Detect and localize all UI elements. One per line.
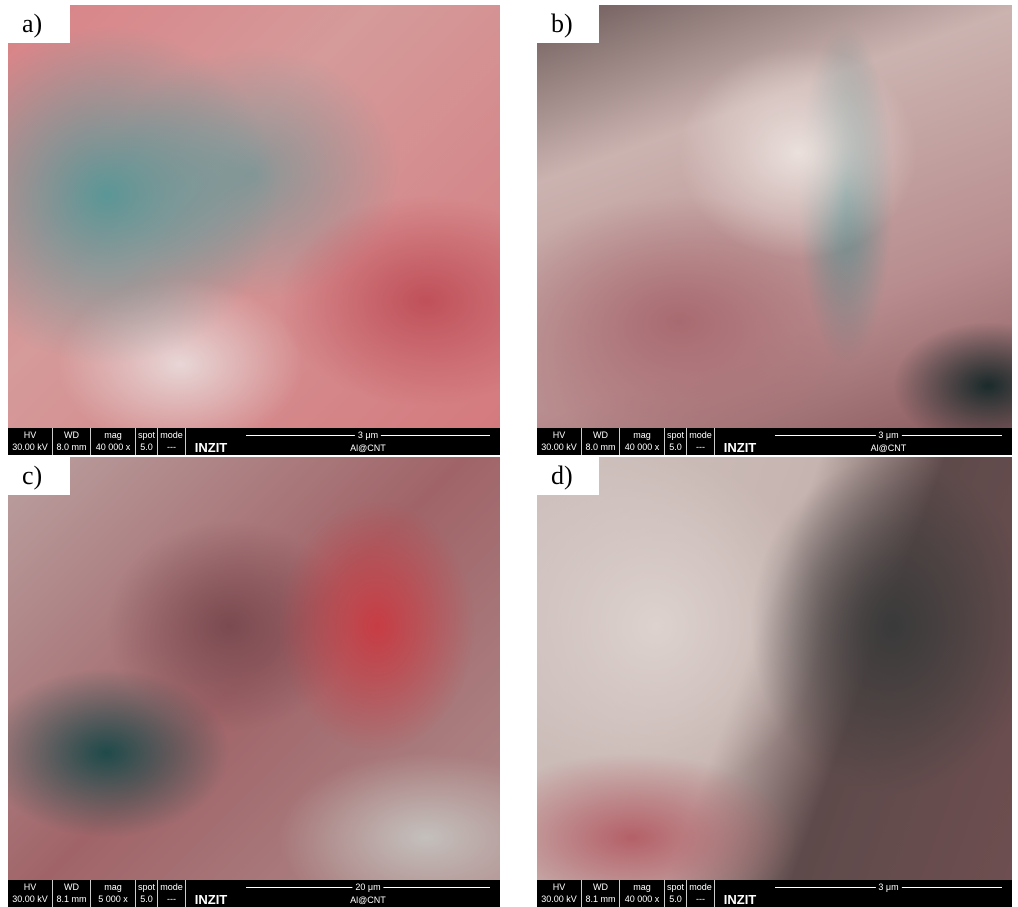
info-value: 30.00 kV	[537, 893, 581, 905]
info-header: mag	[620, 429, 664, 441]
scale-label: 3 μm	[875, 429, 901, 441]
info-header: WD	[582, 881, 619, 893]
info-value: ---	[687, 893, 714, 905]
info-value: 5.0	[136, 893, 157, 905]
info-value: 30.00 kV	[8, 441, 52, 453]
info-value: 40 000 x	[620, 441, 664, 453]
info-value: 8.1 mm	[582, 893, 619, 905]
sem-image	[537, 5, 1012, 428]
info-value: 5 000 x	[91, 893, 135, 905]
info-header: HV	[537, 429, 581, 441]
sem-image	[8, 457, 500, 880]
info-value: 8.1 mm	[53, 893, 90, 905]
sem-image	[537, 457, 1012, 880]
info-column: mode---	[687, 428, 715, 455]
scale-label: 20 μm	[352, 881, 383, 893]
figure: a)HV30.00 kVWD8.0 mmmag40 000 xspot5.0mo…	[0, 0, 1018, 907]
info-header: WD	[53, 881, 90, 893]
scale-label: 3 μm	[355, 429, 381, 441]
info-value: 5.0	[665, 893, 686, 905]
info-header: spot	[136, 881, 157, 893]
info-header: WD	[53, 429, 90, 441]
logo: INZIT	[715, 880, 765, 907]
logo: INZIT	[186, 880, 236, 907]
info-column: mode---	[158, 880, 186, 907]
info-value: 5.0	[665, 441, 686, 453]
info-value: 30.00 kV	[8, 893, 52, 905]
info-value: 8.0 mm	[582, 441, 619, 453]
info-header: HV	[8, 429, 52, 441]
scale-bar: 20 μm	[246, 881, 490, 893]
sem-image	[8, 5, 500, 428]
info-value: 30.00 kV	[537, 441, 581, 453]
info-header: HV	[537, 881, 581, 893]
info-header: mag	[620, 881, 664, 893]
scale-bar: 3 μm	[775, 881, 1002, 893]
info-header: mode	[158, 429, 185, 441]
info-value: 40 000 x	[620, 893, 664, 905]
panel-label: c)	[8, 457, 70, 495]
info-header: WD	[582, 429, 619, 441]
info-value: 40 000 x	[91, 441, 135, 453]
sample-name: Al@CNT	[246, 894, 490, 906]
info-value: ---	[158, 441, 185, 453]
info-header: spot	[665, 881, 686, 893]
info-value: 5.0	[136, 441, 157, 453]
info-header: mode	[687, 429, 714, 441]
scale-label: 3 μm	[875, 881, 901, 893]
scale-bar: 3 μm	[246, 429, 490, 441]
info-header: mode	[687, 881, 714, 893]
panel-label: a)	[8, 5, 70, 43]
info-header: spot	[665, 429, 686, 441]
sample-name: Al@CNT	[246, 442, 490, 454]
panel-label: b)	[537, 5, 599, 43]
info-header: spot	[136, 429, 157, 441]
sample-name: Al@CNT	[775, 442, 1002, 454]
logo: INZIT	[715, 428, 765, 455]
info-header: mag	[91, 881, 135, 893]
info-value: 8.0 mm	[53, 441, 90, 453]
panel-label: d)	[537, 457, 599, 495]
info-header: mode	[158, 881, 185, 893]
info-header: HV	[8, 881, 52, 893]
info-column: mode---	[687, 880, 715, 907]
scale-bar: 3 μm	[775, 429, 1002, 441]
info-header: mag	[91, 429, 135, 441]
logo: INZIT	[186, 428, 236, 455]
info-value: ---	[158, 893, 185, 905]
info-column: mode---	[158, 428, 186, 455]
info-value: ---	[687, 441, 714, 453]
